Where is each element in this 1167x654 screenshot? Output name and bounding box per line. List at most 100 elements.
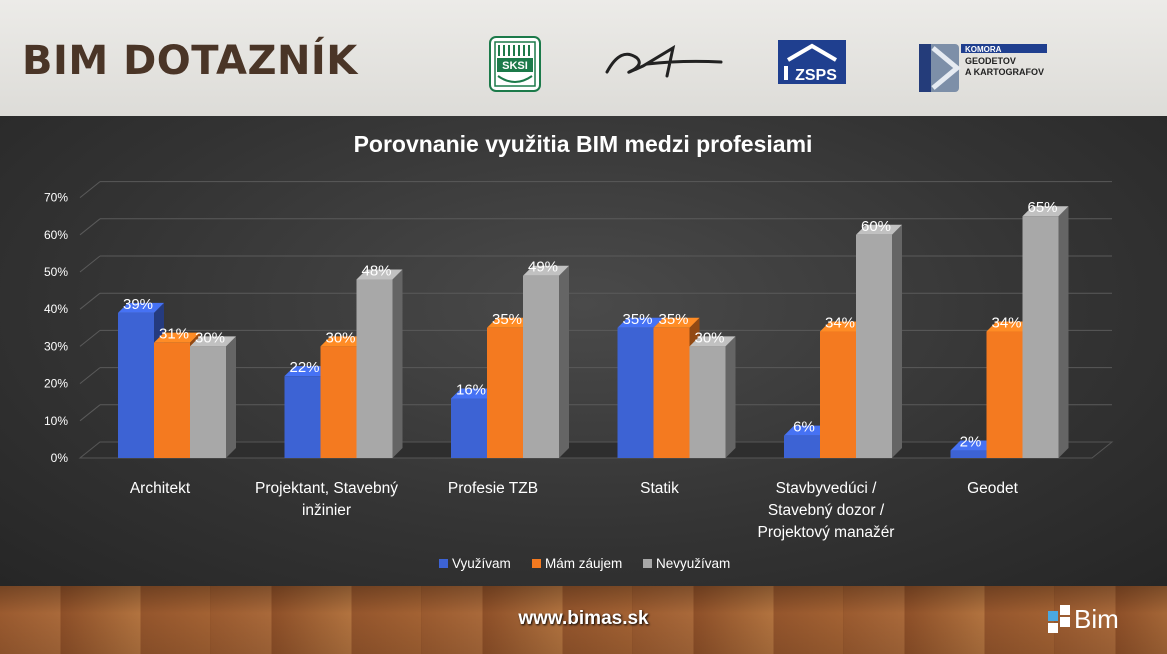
komora-line-1: KOMORA (965, 45, 1002, 54)
x-tick-label: Projektant, Stavebný (255, 480, 398, 497)
legend-label: Využívam (452, 556, 511, 571)
bar (118, 312, 154, 458)
data-label: 30% (325, 329, 355, 346)
data-label: 48% (361, 262, 391, 279)
chart-title: Porovnanie využitia BIM medzi profesiami (354, 131, 813, 157)
zsps-logo: ZSPS (778, 40, 846, 84)
x-tick-label: Projektový manažér (758, 524, 895, 541)
bar-side (1058, 206, 1069, 458)
x-tick-label: Architekt (130, 480, 191, 497)
bar-top (451, 388, 497, 399)
legend-label: Mám záujem (545, 556, 622, 571)
bar (820, 331, 856, 458)
bar-top (950, 440, 997, 451)
gridline-depth (79, 255, 101, 273)
bar (856, 234, 892, 458)
bar (689, 346, 726, 458)
wood-floor (0, 586, 1167, 654)
legend-swatch (439, 559, 448, 568)
bar-top (190, 336, 236, 347)
bar (451, 398, 487, 458)
bar (617, 327, 654, 458)
footer-url[interactable]: www.bimas.sk (518, 608, 649, 629)
bar-top (689, 336, 736, 347)
bar-top (1022, 206, 1069, 217)
y-tick-label: 50% (44, 265, 68, 279)
bar-top (320, 336, 367, 347)
data-label: 30% (195, 329, 225, 346)
signature-logo (605, 44, 723, 78)
gridline-depth (79, 218, 101, 236)
komora-logo: KOMORA GEODETOV A KARTOGRAFOV (919, 44, 1047, 92)
bar-top (784, 425, 830, 436)
bar (653, 327, 690, 458)
zsps-logo-text: ZSPS (795, 67, 837, 84)
data-label: 35% (622, 311, 652, 328)
bar-top (856, 224, 902, 235)
data-label: 6% (793, 419, 815, 436)
bar-top (284, 366, 331, 377)
y-tick-label: 70% (44, 191, 68, 205)
x-tick-label: inžinier (302, 502, 351, 519)
legend-swatch (532, 559, 541, 568)
bar-side (226, 336, 236, 458)
bar-top (356, 269, 403, 280)
data-label: 49% (528, 259, 558, 276)
gridline-depth (79, 367, 101, 384)
data-label: 34% (825, 315, 855, 332)
bar-side (392, 269, 403, 458)
y-tick-label: 60% (44, 228, 68, 242)
bar-side (892, 224, 902, 458)
gridline-depth (79, 404, 101, 422)
sksi-logo: SKSI (489, 36, 541, 92)
x-tick-label: Geodet (967, 480, 1019, 497)
bar (284, 376, 321, 458)
bar (950, 450, 987, 458)
page-title: BIM DOTAZNÍK (22, 38, 358, 84)
sksi-logo-text: SKSI (502, 60, 528, 72)
y-tick-label: 40% (44, 302, 68, 316)
x-tick-label: Profesie TZB (448, 480, 538, 497)
bar (986, 331, 1023, 458)
data-label: 22% (289, 359, 319, 376)
bim-logo: Bim (1048, 604, 1119, 634)
gridline-depth (79, 330, 101, 347)
header-bar: BIM DOTAZNÍK SKSI ZSPS KOMORA GEODETOV A… (0, 0, 1167, 116)
bar (190, 346, 226, 458)
bar (1022, 216, 1059, 458)
komora-line-3: A KARTOGRAFOV (965, 67, 1044, 77)
data-label: 34% (991, 315, 1021, 332)
bar-side (725, 336, 736, 458)
bar (523, 275, 559, 458)
bar (320, 346, 357, 458)
data-label: 65% (1027, 199, 1057, 216)
bar-chart: Porovnanie využitia BIM medzi profesiami… (44, 131, 1114, 571)
gridline-depth (79, 292, 101, 310)
bar (356, 279, 393, 458)
y-tick-label: 0% (51, 451, 69, 465)
y-tick-label: 30% (44, 339, 68, 353)
bar-top (820, 321, 866, 332)
bar-top (986, 321, 1033, 332)
data-label: 35% (658, 311, 688, 328)
x-tick-label: Stavebný dozor / (768, 502, 885, 519)
komora-line-2: GEODETOV (965, 56, 1016, 66)
bar-top (118, 302, 164, 313)
data-label: 16% (456, 381, 486, 398)
bar-top (617, 317, 664, 328)
data-label: 39% (123, 296, 153, 313)
data-label: 60% (861, 218, 891, 235)
bim-logo-text: Bim (1074, 604, 1119, 634)
legend-swatch (643, 559, 652, 568)
x-tick-label: Statik (640, 480, 679, 497)
x-tick-label: Stavbyvedúci / (776, 480, 877, 497)
y-tick-label: 10% (44, 414, 68, 428)
bar-top (154, 332, 200, 343)
data-label: 30% (694, 329, 724, 346)
bar (154, 342, 190, 458)
gridline-depth (79, 181, 101, 198)
bar (784, 435, 820, 458)
data-label: 31% (159, 326, 189, 343)
legend-label: Nevyužívam (656, 556, 730, 571)
bar-top (653, 317, 700, 328)
